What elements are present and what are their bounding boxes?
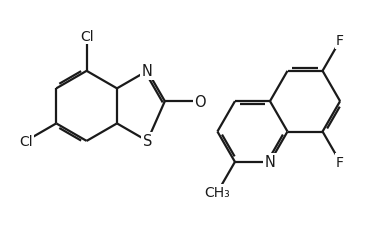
Text: Cl: Cl [80, 30, 93, 44]
Text: S: S [143, 134, 152, 149]
Text: F: F [336, 34, 344, 48]
Text: N: N [142, 64, 153, 79]
Text: O: O [194, 94, 206, 109]
Text: F: F [336, 155, 344, 169]
Text: Cl: Cl [19, 134, 33, 148]
Text: CH₃: CH₃ [205, 185, 230, 199]
Text: N: N [265, 155, 276, 170]
